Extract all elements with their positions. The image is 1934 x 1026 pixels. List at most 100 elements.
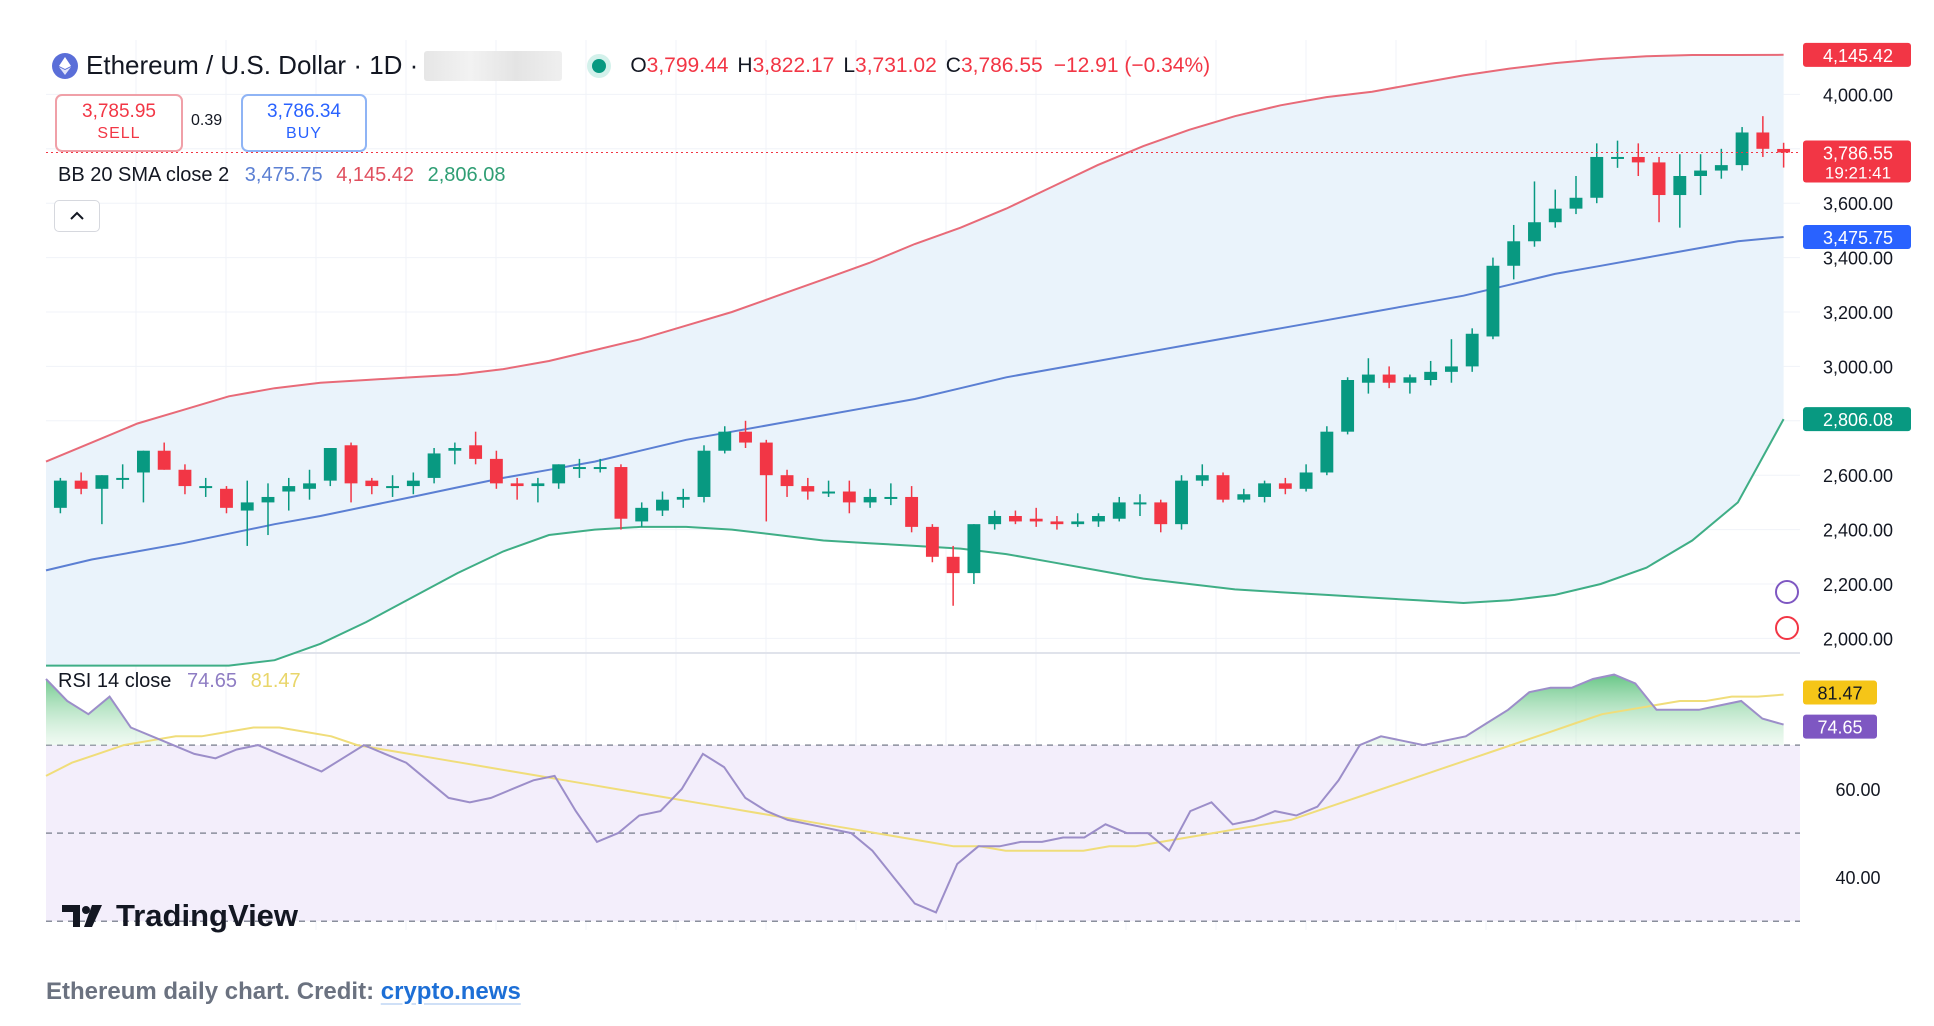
candle-body (510, 483, 524, 487)
candle (946, 545, 960, 606)
candle (1320, 426, 1334, 476)
buy-price: 3,786.34 (267, 101, 341, 122)
candle (1631, 143, 1645, 176)
price-tick-label: 2,200.00 (1823, 575, 1893, 595)
tradingview-logo[interactable]: TradingView (62, 898, 298, 934)
candle (1382, 366, 1396, 389)
candle-body (386, 486, 400, 489)
rsi-tick-label: 60.00 (1835, 780, 1880, 800)
rsi-legend[interactable]: RSI 14 close 74.65 81.47 (58, 670, 301, 693)
price-tick-label: 4,000.00 (1823, 85, 1893, 105)
candle-body (759, 442, 773, 476)
ohlc-high: H3,822.17 (737, 53, 835, 77)
candle-body (344, 445, 358, 484)
market-open-icon (592, 58, 607, 73)
candle-body (1424, 371, 1438, 380)
candle (427, 448, 441, 484)
candle-body (1569, 197, 1583, 209)
symbol-header[interactable]: Ethereum / U.S. Dollar · 1D · O3,799.44 … (52, 50, 1210, 81)
price-tick-label: 3,600.00 (1823, 194, 1893, 214)
candle (739, 420, 752, 448)
candle-body (1175, 480, 1188, 525)
chevron-up-icon (70, 211, 84, 220)
candle (1590, 143, 1604, 204)
candle-body (116, 477, 130, 480)
candle (323, 448, 337, 487)
bb-label: BB 20 SMA close 2 (58, 164, 230, 186)
candle-body (925, 526, 939, 557)
candle-body (323, 448, 337, 481)
candle-body (1756, 132, 1770, 149)
candle (1071, 513, 1085, 527)
price-tag-label: 2,806.08 (1823, 410, 1893, 430)
candle-body (988, 516, 1002, 525)
candle-body (1299, 472, 1313, 489)
candle-body (905, 496, 919, 527)
candle-body (95, 475, 109, 489)
candle (261, 483, 275, 536)
candle (157, 442, 171, 470)
candle (614, 464, 628, 530)
candle-body (1548, 208, 1562, 223)
candle (593, 458, 607, 473)
candle-body (303, 483, 316, 489)
bb-basis-value: 3,475.75 (244, 164, 323, 186)
buy-label: BUY (286, 125, 322, 142)
candle (1050, 516, 1064, 530)
candle-body (1008, 516, 1022, 522)
price-tag-label: 3,475.75 (1823, 228, 1893, 248)
candle (116, 464, 130, 489)
candle-body (656, 499, 669, 511)
price-tick-label: 2,000.00 (1823, 629, 1893, 649)
rsi-tag (1803, 714, 1877, 739)
candle-body (1050, 521, 1064, 525)
candle-body (240, 502, 254, 511)
candle-body (1320, 431, 1334, 473)
candle (780, 469, 794, 497)
candle-body (365, 480, 379, 487)
candle-body (1652, 162, 1666, 196)
price-axis: 4,000.00 3,600.00 3,400.00 3,200.00 3,000.00… (1775, 42, 1911, 888)
price-tag (1803, 407, 1911, 432)
rsi-tick-label: 40.00 (1835, 868, 1880, 888)
candle (1112, 496, 1126, 522)
price-tag-label: 3,786.55 (1823, 143, 1893, 163)
candle-body (531, 483, 545, 487)
candle-body (178, 469, 192, 487)
candle-body (489, 458, 503, 484)
candle-body (1382, 374, 1396, 383)
rsi-label: RSI 14 close (58, 670, 172, 692)
caption-link[interactable]: crypto.news (380, 978, 521, 1005)
rsi-overbought-fill (46, 674, 1784, 746)
figure-caption: Ethereum daily chart. Credit: crypto.new… (46, 978, 521, 1006)
countdown-label: 19:21:41 (1825, 163, 1891, 182)
candle-body (967, 524, 981, 574)
candle-body (1361, 374, 1375, 383)
symbol-title: Ethereum / U.S. Dollar · 1D · (86, 50, 419, 80)
candle (697, 445, 711, 503)
candle (95, 475, 109, 525)
candle (1133, 494, 1147, 516)
buy-button[interactable]: 3,786.34 BUY (241, 94, 367, 152)
collapse-legend-button[interactable] (54, 200, 100, 232)
bb-upper-value: 4,145.42 (336, 164, 415, 186)
candle (1465, 328, 1479, 372)
candle-body (842, 491, 856, 503)
price-tag (1803, 224, 1911, 249)
sell-button[interactable]: 3,785.95 SELL (55, 94, 183, 152)
candle-body (1403, 377, 1417, 383)
price-tag (1803, 42, 1911, 67)
candle (676, 488, 690, 508)
candle-body (1631, 156, 1645, 163)
candle (136, 450, 150, 503)
candle (1361, 358, 1375, 394)
candle (1029, 507, 1043, 527)
candle (1694, 154, 1708, 196)
rsi-tag (1803, 680, 1877, 705)
price-tick-label: 3,400.00 (1823, 249, 1893, 269)
caption-text: Ethereum daily chart. Credit: (46, 978, 381, 1005)
candle (74, 472, 88, 495)
bb-legend[interactable]: BB 20 SMA close 2 3,475.75 4,145.42 2,80… (58, 164, 505, 187)
candle-body (572, 467, 586, 470)
candle (1278, 477, 1292, 495)
